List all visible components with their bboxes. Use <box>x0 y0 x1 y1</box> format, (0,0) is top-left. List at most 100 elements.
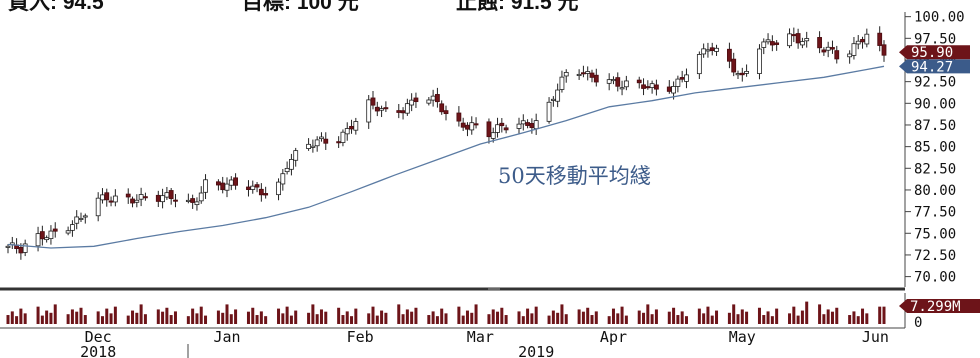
candle <box>134 194 140 208</box>
candle <box>194 197 200 211</box>
volume-bar <box>251 307 255 324</box>
candle-body <box>280 173 286 185</box>
volume-bar <box>766 311 770 324</box>
candle <box>353 117 359 135</box>
volume-bar <box>577 309 581 324</box>
candle <box>48 225 54 245</box>
candle-body <box>460 122 466 128</box>
candle-body <box>383 107 389 110</box>
candle <box>39 225 45 246</box>
candle-body <box>70 224 75 231</box>
candle-body <box>258 188 264 196</box>
candle <box>22 239 28 257</box>
volume-bar <box>234 309 238 324</box>
candle-body <box>855 40 861 45</box>
candle <box>744 64 749 77</box>
candle-body <box>877 32 883 46</box>
candle <box>185 193 191 204</box>
volume-bar <box>294 310 298 324</box>
candle-body <box>22 243 28 253</box>
candle-body <box>130 198 135 204</box>
candle-body <box>585 71 591 74</box>
candle-body <box>155 194 161 202</box>
candle-body <box>143 196 148 199</box>
candle <box>735 70 741 80</box>
volume-bar <box>556 312 560 324</box>
candle-body <box>319 136 324 140</box>
volume-bar <box>581 311 585 324</box>
volume-bar <box>375 315 379 324</box>
candle-body <box>486 121 492 138</box>
price-tick-label: 75.00 <box>914 226 956 242</box>
volume-bar <box>109 313 113 324</box>
candle-body <box>499 122 505 127</box>
candle <box>314 136 320 152</box>
volume-bar <box>457 306 461 324</box>
month-label: Dec <box>85 328 112 346</box>
candle-body <box>430 95 436 101</box>
candle-body <box>409 99 415 106</box>
month-label: Feb <box>347 328 374 346</box>
volume-bar <box>45 310 49 324</box>
volume-bar <box>835 307 839 324</box>
candle-body <box>233 177 238 186</box>
volume-bar <box>560 304 564 324</box>
candle <box>9 236 15 249</box>
candle <box>379 105 384 118</box>
candle <box>834 45 840 64</box>
candle-body <box>666 86 672 92</box>
volume-bar <box>534 306 538 324</box>
volume-bar <box>826 309 830 324</box>
volume-bar <box>500 307 504 324</box>
candle-body <box>465 124 470 130</box>
volume-bar <box>646 304 650 324</box>
candle <box>860 36 865 49</box>
candle-body <box>100 194 105 201</box>
candle <box>310 139 316 153</box>
volume-bar <box>616 313 620 324</box>
candle-body <box>203 179 208 193</box>
volume-bar <box>199 306 203 324</box>
candle <box>443 105 449 121</box>
volume-bar <box>221 312 225 324</box>
candle-body <box>679 77 685 80</box>
volume-bar <box>165 307 169 324</box>
candle <box>233 173 238 190</box>
volume-bar <box>414 307 418 324</box>
volume-bar <box>204 315 208 324</box>
volume-bar <box>586 307 590 324</box>
candle-body <box>289 159 294 170</box>
candle <box>400 107 406 120</box>
price-tag-label: 95.90 <box>911 45 953 61</box>
candle <box>495 117 500 138</box>
candle-body <box>194 201 200 206</box>
candle <box>696 51 702 80</box>
volume-bar <box>191 308 195 324</box>
candle-body <box>426 99 432 104</box>
candle-body <box>370 97 376 106</box>
candle <box>228 176 234 191</box>
volume-tag-label: 7.299M <box>910 299 961 315</box>
volume-bar <box>246 311 250 324</box>
candle <box>606 73 612 91</box>
candle <box>426 97 432 106</box>
volume-bars <box>6 301 886 324</box>
candle-body <box>795 33 801 44</box>
candle-body <box>336 141 342 144</box>
volume-bar <box>401 314 405 324</box>
candle-body <box>645 86 651 89</box>
candle-body <box>550 98 556 101</box>
candle-body <box>35 233 41 247</box>
candle <box>409 93 415 112</box>
volume-bar <box>740 309 744 324</box>
volume-bar <box>19 308 23 324</box>
volume-bar <box>75 311 79 324</box>
volume-bar <box>15 316 19 324</box>
volume-bar <box>40 315 44 324</box>
candle-body <box>529 123 535 129</box>
volume-bar <box>161 311 165 324</box>
volume-bar <box>461 315 465 324</box>
candle-body <box>108 200 114 203</box>
volume-bar <box>6 315 10 324</box>
